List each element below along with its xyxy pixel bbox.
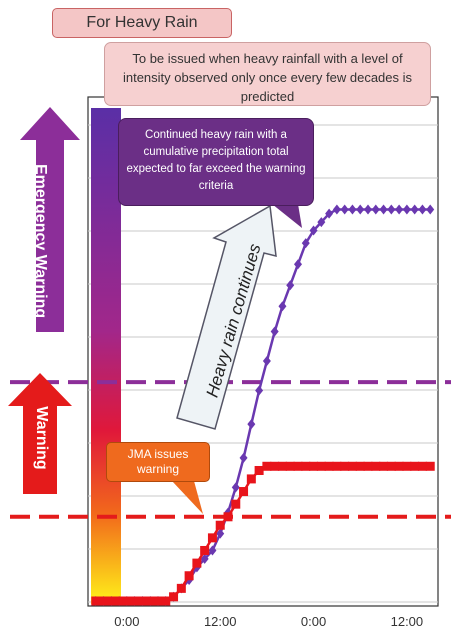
level-arrows: [8, 107, 80, 494]
series-point: [122, 596, 132, 606]
series-point: [254, 465, 264, 475]
series-point: [348, 204, 357, 215]
series-point: [200, 553, 209, 564]
series-point: [192, 558, 202, 568]
series-point: [316, 461, 326, 471]
series-point: [332, 461, 342, 471]
series-point: [379, 461, 389, 471]
chart-title: For Heavy Rain: [86, 14, 198, 31]
series-point: [145, 596, 155, 606]
series-point: [91, 596, 101, 606]
series-point: [247, 419, 256, 430]
series-point: [270, 461, 280, 471]
orange-callout-text: JMA issues warning: [127, 447, 189, 476]
series-point: [231, 482, 240, 493]
series-point: [239, 487, 249, 497]
orange-callout: JMA issues warning: [106, 442, 210, 482]
series-point: [340, 461, 350, 471]
series-point: [239, 452, 248, 463]
emergency-warning-arrow: [20, 107, 80, 332]
series-point: [418, 204, 427, 215]
series-point: [277, 461, 287, 471]
warning-arrow: [8, 373, 72, 494]
series-point: [231, 499, 241, 509]
series-point: [426, 204, 435, 215]
series-point: [356, 204, 365, 215]
series-point: [363, 461, 373, 471]
series-point: [114, 596, 124, 606]
series-point: [417, 461, 427, 471]
orange-callout-pointer: [172, 481, 203, 514]
series-point: [99, 596, 109, 606]
series-point: [153, 596, 163, 606]
series-point: [216, 528, 225, 539]
series-point: [270, 326, 279, 337]
series-point: [395, 204, 404, 215]
series-point: [309, 461, 319, 471]
series-point: [176, 583, 186, 593]
hollow-arrow: [176, 204, 277, 430]
series-point: [293, 461, 303, 471]
series-point: [255, 385, 264, 396]
purple-callout-text: Continued heavy rain with a cumulative p…: [126, 129, 306, 192]
series-point: [394, 461, 404, 471]
series-point: [402, 204, 411, 215]
x-tick-label: 12:00: [391, 614, 424, 629]
x-tick-label: 0:00: [114, 614, 139, 629]
series-point: [347, 461, 357, 471]
warning-label: Warning: [33, 406, 50, 470]
series-point: [387, 204, 396, 215]
series-point: [425, 461, 435, 471]
series-point: [325, 208, 334, 219]
series-point: [371, 204, 380, 215]
series-point: [161, 596, 171, 606]
series-point: [169, 592, 179, 602]
series-point: [278, 301, 287, 312]
series-point: [301, 238, 310, 249]
series-point: [379, 204, 388, 215]
criteria-note: To be issued when heavy rainfall with a …: [104, 42, 431, 106]
series-point: [130, 596, 140, 606]
series-point: [301, 461, 311, 471]
series-point: [294, 259, 302, 270]
series-point: [285, 461, 295, 471]
callout-pointers: [172, 204, 302, 514]
series-point: [324, 461, 334, 471]
series-point: [262, 356, 271, 367]
series-point: [215, 520, 225, 530]
series-point: [386, 461, 396, 471]
series-point: [223, 512, 233, 522]
criteria-note-text: To be issued when heavy rainfall with a …: [122, 51, 413, 104]
series-point: [200, 545, 210, 555]
series-point: [340, 204, 349, 215]
series-group: [91, 204, 435, 606]
x-tick-label: 12:00: [204, 614, 237, 629]
series-point: [184, 571, 194, 581]
heavy-rain-arrow: [176, 204, 277, 430]
series-point: [207, 533, 217, 543]
series-point: [262, 461, 272, 471]
series-point: [371, 461, 381, 471]
series-point: [309, 225, 318, 236]
series-point: [106, 596, 116, 606]
series-point: [246, 474, 256, 484]
series-point: [286, 280, 295, 291]
title-box: For Heavy Rain: [52, 8, 232, 38]
series-point: [317, 217, 326, 228]
x-tick-label: 0:00: [301, 614, 326, 629]
series-point: [402, 461, 412, 471]
intensity-gradient-bar: [91, 108, 121, 604]
series-point: [332, 204, 341, 215]
emergency-warning-label: Emergency Warning: [32, 164, 49, 319]
series-point: [410, 204, 419, 215]
series-point: [208, 545, 217, 556]
x-axis: 0:00 12:00 0:00 12:00: [114, 614, 423, 629]
purple-callout-pointer: [272, 204, 302, 228]
purple-callout: Continued heavy rain with a cumulative p…: [118, 118, 314, 206]
series-point: [137, 596, 147, 606]
series-point: [410, 461, 420, 471]
series-point: [364, 204, 372, 215]
series-point: [355, 461, 365, 471]
